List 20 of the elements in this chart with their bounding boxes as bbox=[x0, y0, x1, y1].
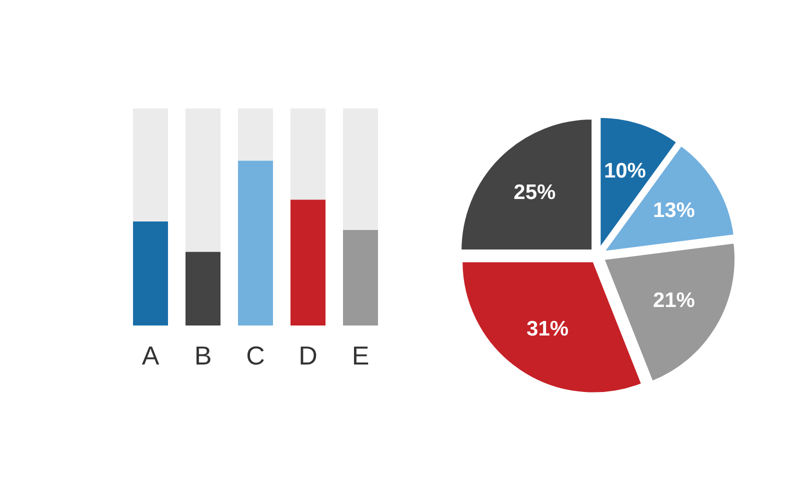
x-tick-label: D bbox=[298, 340, 318, 371]
bar bbox=[290, 200, 326, 326]
bar bbox=[290, 108, 326, 200]
bar bbox=[186, 108, 220, 252]
bar bbox=[133, 108, 168, 222]
data-label: 10% bbox=[604, 160, 646, 183]
data-label: 25% bbox=[514, 181, 556, 204]
data-label: 31% bbox=[526, 317, 569, 340]
bar bbox=[186, 252, 220, 326]
x-tick-label: E bbox=[352, 340, 370, 371]
x-tick-label: B bbox=[194, 340, 212, 371]
data-label: 21% bbox=[652, 289, 696, 312]
bar bbox=[343, 230, 378, 326]
bar bbox=[238, 160, 273, 326]
x-tick-label: A bbox=[142, 340, 160, 371]
data-label: 13% bbox=[652, 198, 696, 222]
x-tick-label: C bbox=[246, 340, 265, 371]
bar bbox=[133, 221, 168, 326]
bar bbox=[238, 108, 273, 161]
bar bbox=[343, 108, 378, 230]
